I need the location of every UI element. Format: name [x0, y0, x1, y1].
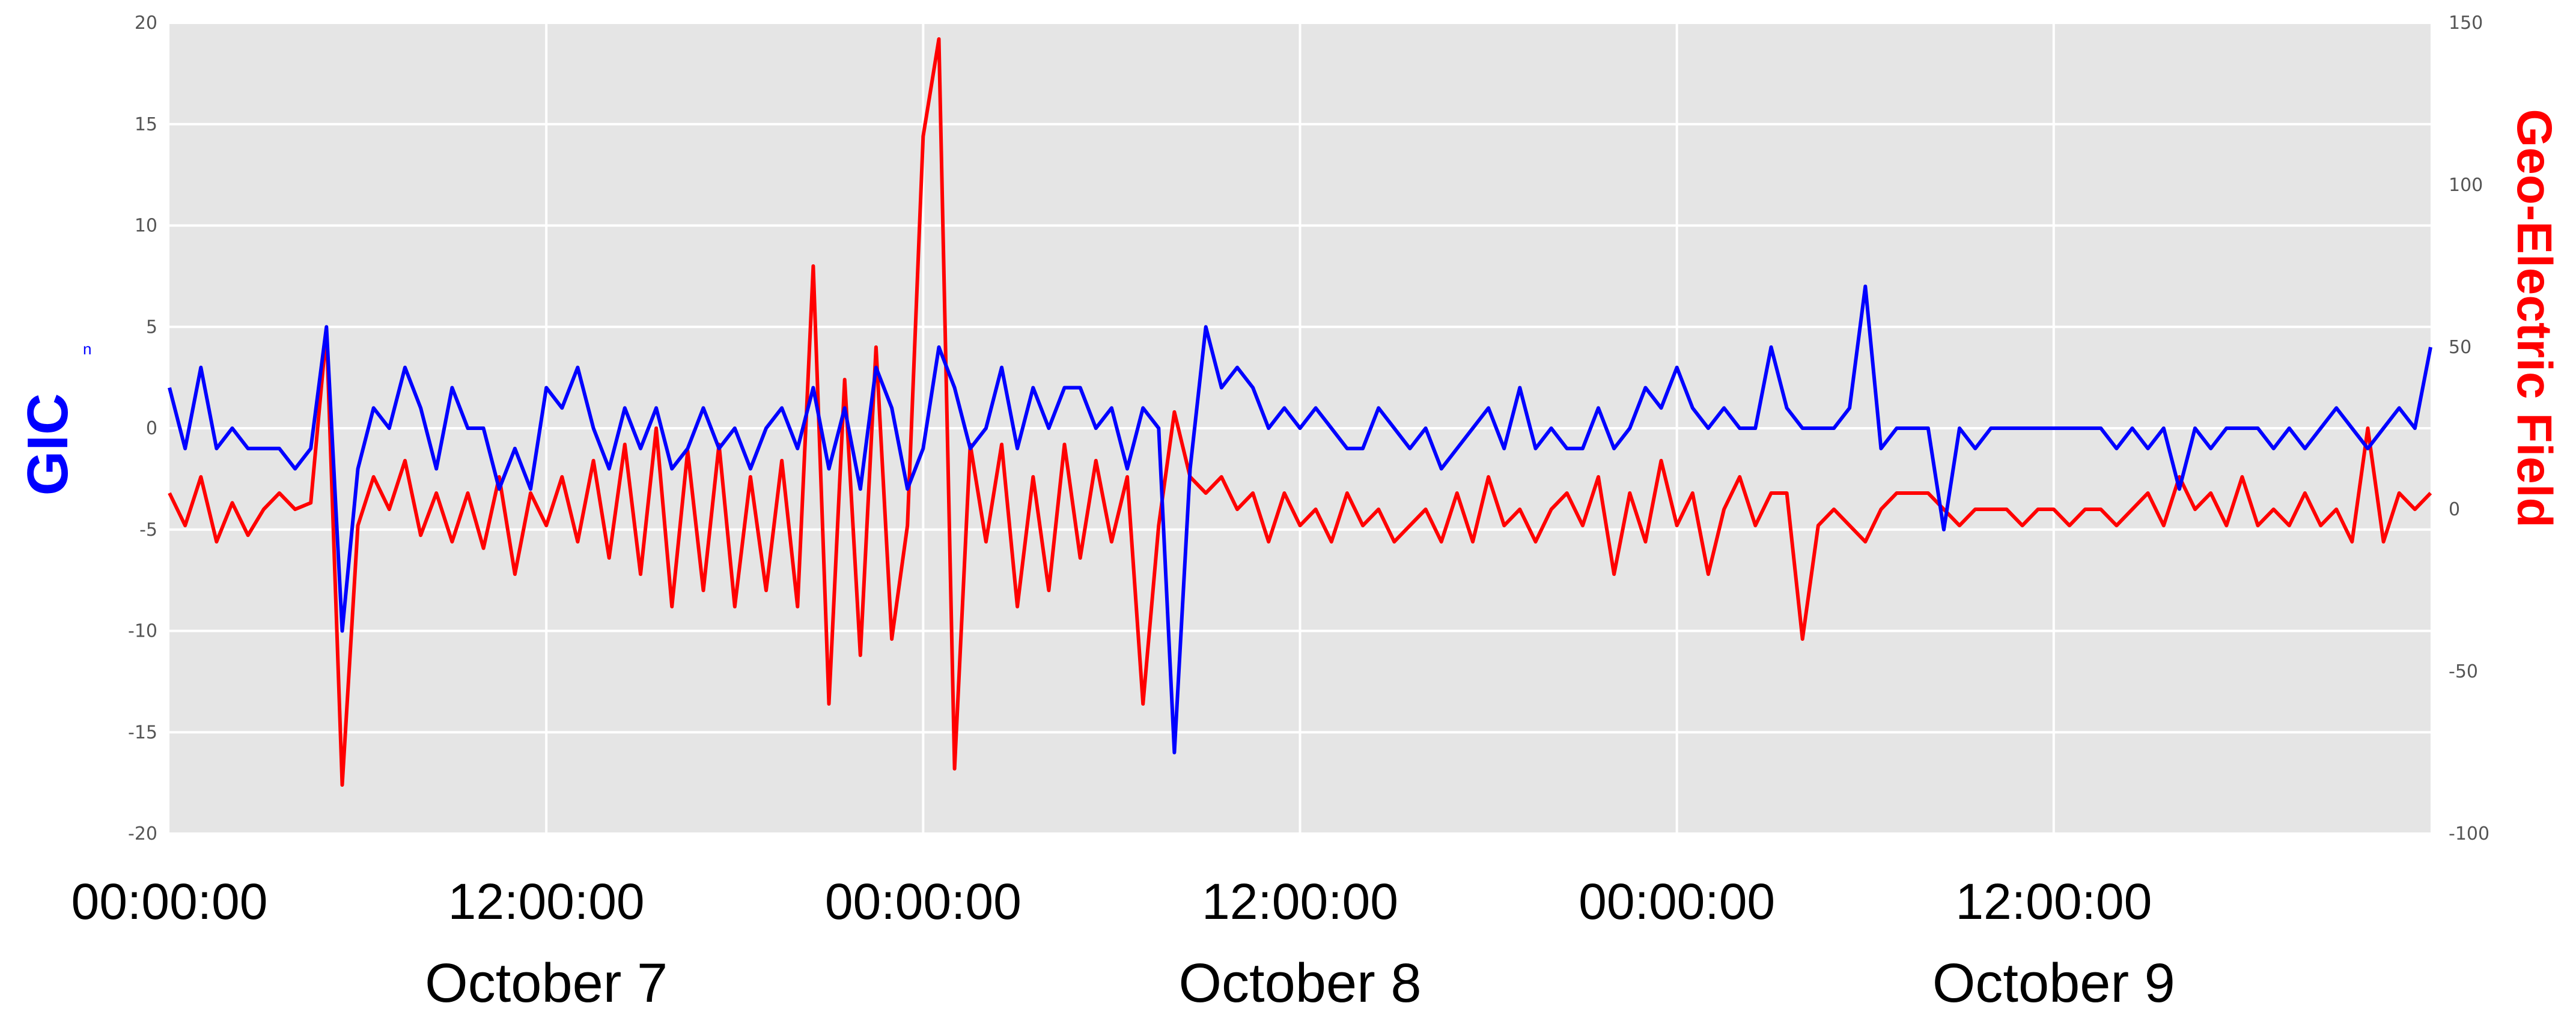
right-tick-label: -100 — [2449, 823, 2489, 844]
date-label: October 7 — [425, 953, 668, 1012]
left-tick-label: -5 — [139, 520, 157, 541]
grid-lines — [169, 22, 2431, 835]
right-tick-label: -50 — [2449, 661, 2478, 682]
x-tick-label: 12:00:00 — [1202, 873, 1398, 930]
gic-series — [168, 284, 2432, 754]
left-tick-label: 20 — [135, 13, 157, 34]
x-axis-date-labels: October 7 October 8 October 9 — [425, 953, 2175, 1012]
x-tick-label: 00:00:00 — [1579, 873, 1775, 930]
x-tick-label: 00:00:00 — [72, 873, 268, 930]
right-tick-label: 0 — [2449, 499, 2460, 520]
x-tick-label: 12:00:00 — [1955, 873, 2152, 930]
right-tick-label: 150 — [2449, 13, 2483, 34]
right-axis-ticks: 150 100 50 0 -50 -100 — [2449, 13, 2489, 844]
left-tick-label: 0 — [146, 418, 157, 439]
left-tick-label: 15 — [135, 114, 157, 135]
left-tick-label: -15 — [128, 722, 157, 743]
left-axis-label: GIC — [16, 393, 80, 496]
date-label: October 9 — [1932, 953, 2175, 1012]
x-axis-time-ticks: 00:00:00 12:00:00 00:00:00 12:00:00 00:00:00… — [72, 873, 2152, 930]
left-tick-label: 10 — [135, 216, 157, 237]
left-tick-label: 5 — [146, 317, 157, 338]
right-axis-label: Geo-Electric Field — [2507, 109, 2562, 527]
left-tick-label: -20 — [128, 823, 157, 844]
right-tick-label: 50 — [2449, 337, 2471, 358]
right-tick-label: 100 — [2449, 175, 2483, 196]
gic-line — [168, 284, 2432, 754]
geo-electric-field-line — [168, 37, 2432, 787]
left-axis-label-subscript: n — [83, 340, 91, 358]
x-tick-label: 00:00:00 — [825, 873, 1022, 930]
geo-electric-field-series — [168, 37, 2432, 787]
left-axis-ticks: 20 15 10 5 0 -5 -10 -15 -20 — [128, 13, 157, 844]
date-label: October 8 — [1179, 953, 1422, 1012]
left-tick-label: -10 — [128, 621, 157, 642]
x-tick-label: 12:00:00 — [448, 873, 645, 930]
